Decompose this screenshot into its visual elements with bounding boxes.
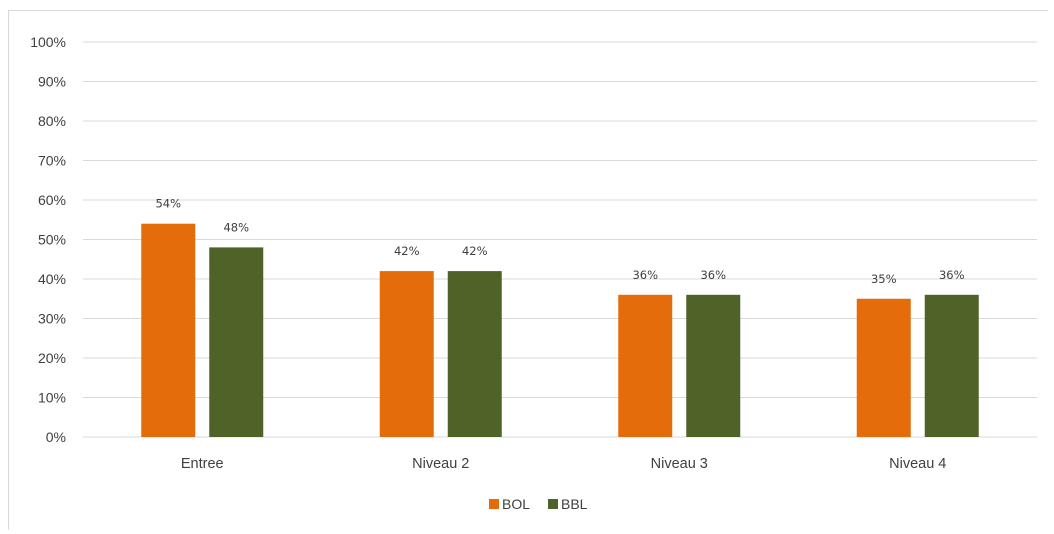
bar-bol [379, 271, 434, 437]
legend: BOL BBL [489, 496, 588, 512]
data-label: 36% [939, 268, 965, 282]
x-category-label: Niveau 2 [412, 456, 469, 472]
y-tick-label: 70% [38, 153, 66, 169]
data-label: 36% [700, 268, 726, 282]
bar-bol [856, 298, 911, 437]
y-tick-label: 50% [38, 232, 66, 248]
data-label: 42% [394, 244, 420, 258]
y-tick-label: 30% [38, 311, 66, 327]
bars [141, 223, 979, 437]
x-category-label: Entree [181, 456, 224, 472]
y-tick-label: 20% [38, 350, 66, 366]
data-label: 48% [223, 220, 249, 234]
bar-bol [618, 294, 673, 437]
y-tick-label: 100% [30, 34, 66, 50]
x-axis: Entree Niveau 2 Niveau 3 Niveau 4 [181, 456, 946, 472]
data-label: 36% [632, 268, 658, 282]
data-labels: 54% 48% 42% 42% 36% 36% 35% 36% [155, 197, 964, 286]
y-tick-label: 10% [38, 390, 66, 406]
bar-bbl [686, 294, 741, 437]
bar-bbl [447, 271, 502, 437]
bar-bol [141, 223, 196, 437]
y-tick-label: 40% [38, 271, 66, 287]
data-label: 42% [462, 244, 488, 258]
legend-label-bbl: BBL [561, 496, 588, 512]
y-axis: 0% 10% 20% 30% 40% 50% 60% 70% 80% 90% 100% [30, 34, 66, 445]
legend-label-bol: BOL [502, 496, 530, 512]
y-tick-label: 60% [38, 192, 66, 208]
y-tick-label: 90% [38, 74, 66, 90]
data-label: 35% [871, 272, 897, 286]
bar-bbl [209, 247, 264, 437]
legend-swatch-bbl [548, 499, 558, 509]
x-category-label: Niveau 3 [651, 456, 708, 472]
legend-swatch-bol [489, 499, 499, 509]
data-label: 54% [155, 197, 181, 211]
y-tick-label: 80% [38, 113, 66, 129]
y-tick-label: 0% [46, 429, 66, 445]
bar-bbl [924, 294, 979, 437]
x-category-label: Niveau 4 [889, 456, 946, 472]
